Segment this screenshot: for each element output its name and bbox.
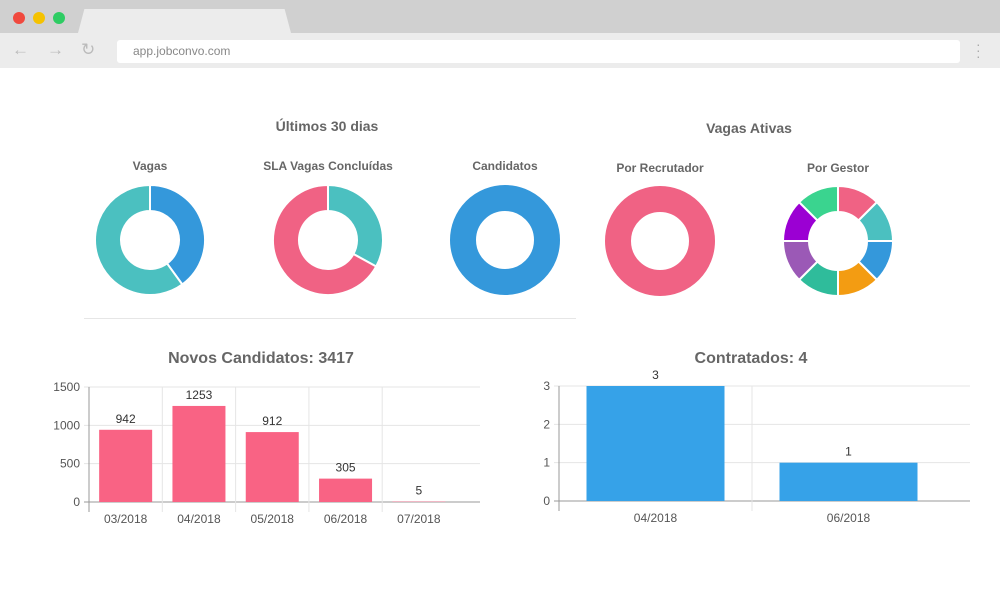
data-label: 3 (652, 368, 659, 382)
section-title-last30: Últimos 30 dias (275, 118, 379, 134)
forward-arrow-icon[interactable]: → (47, 40, 64, 59)
x-tick-label: 06/2018 (324, 512, 368, 526)
bar (172, 405, 226, 502)
browser-menu-icon[interactable]: · · · (976, 36, 981, 64)
x-tick-label: 07/2018 (397, 512, 441, 526)
bar (779, 462, 918, 501)
chart-title-contratados: Contratados: 4 (694, 350, 808, 367)
y-tick-label: 3 (543, 379, 550, 393)
y-tick-label: 0 (73, 495, 80, 509)
donut-title-gestor: Por Gestor (806, 161, 869, 175)
data-label: 942 (116, 412, 136, 426)
divider (84, 318, 576, 319)
donut-slice (327, 183, 384, 268)
close-window-button[interactable] (13, 12, 25, 24)
browser-tab[interactable] (78, 9, 291, 33)
reload-icon[interactable]: ↻ (81, 40, 96, 59)
data-label: 1253 (186, 388, 213, 402)
bar (99, 429, 153, 502)
donut-slice (450, 185, 560, 295)
y-tick-label: 2 (543, 417, 550, 431)
data-label: 912 (262, 414, 282, 428)
x-tick-label: 06/2018 (827, 511, 871, 525)
y-tick-label: 0 (543, 494, 550, 508)
bar (586, 386, 725, 501)
donut-slice (94, 183, 184, 296)
maximize-window-button[interactable] (53, 12, 65, 24)
y-tick-label: 1 (543, 456, 550, 470)
chart-title-novos: Novos Candidatos: 3417 (168, 350, 354, 367)
donut-slice (605, 186, 715, 296)
data-label: 1 (845, 445, 852, 459)
donut-title-vagas: Vagas (132, 159, 168, 173)
data-label: 5 (416, 484, 423, 498)
bar (319, 478, 373, 502)
donut-title-recrutador: Por Recrutador (616, 161, 704, 175)
x-tick-label: 04/2018 (177, 512, 221, 526)
x-tick-label: 05/2018 (251, 512, 295, 526)
minimize-window-button[interactable] (33, 12, 45, 24)
x-tick-label: 04/2018 (634, 511, 678, 525)
donut-title-sla: SLA Vagas Concluídas (263, 159, 393, 173)
donut-slice (272, 183, 378, 296)
back-arrow-icon[interactable]: ← (12, 40, 29, 59)
data-label: 305 (336, 461, 356, 475)
y-tick-label: 1500 (53, 380, 80, 394)
section-title-active: Vagas Ativas (706, 120, 792, 136)
donut-title-candidatos: Candidatos (472, 159, 538, 173)
y-tick-label: 500 (60, 457, 80, 471)
y-tick-label: 1000 (53, 418, 80, 432)
donut-slice (797, 184, 839, 222)
bar (245, 432, 299, 502)
x-tick-label: 03/2018 (104, 512, 148, 526)
donut-slice (149, 183, 206, 286)
address-bar[interactable]: app.jobconvo.com (117, 40, 960, 63)
